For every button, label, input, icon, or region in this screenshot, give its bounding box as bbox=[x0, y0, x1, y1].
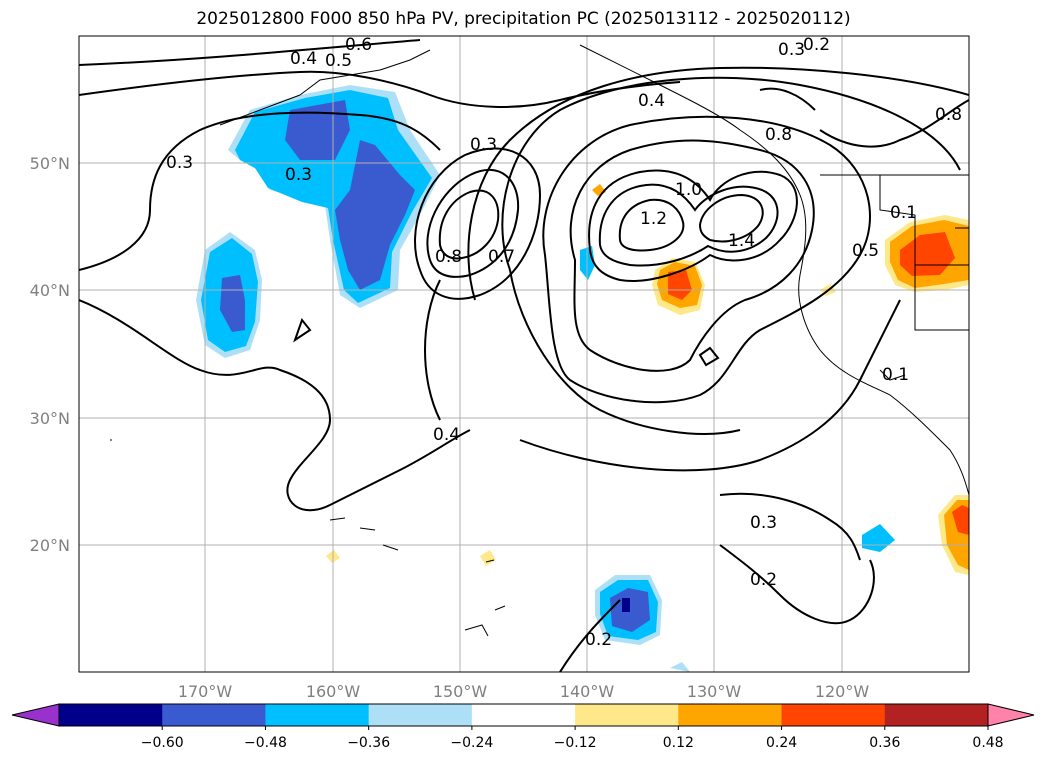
colorbar-tick-label: −0.12 bbox=[554, 735, 597, 751]
colorbar-tick-label: −0.60 bbox=[141, 735, 184, 751]
colorbar-tick-label: −0.24 bbox=[450, 735, 493, 751]
contour-labels: 0.4 0.5 0.6 0.3 0.2 0.4 0.8 0.8 0.3 0.3 … bbox=[166, 35, 962, 650]
lon-label: 120°W bbox=[815, 682, 870, 701]
contour-label: 0.5 bbox=[325, 51, 352, 71]
pv-contours bbox=[79, 39, 969, 672]
contour-label: 0.2 bbox=[750, 570, 777, 590]
contour-label: 0.4 bbox=[433, 425, 460, 445]
colorbar-tick-label: 0.24 bbox=[766, 735, 797, 751]
colorbar-cell bbox=[59, 704, 163, 726]
colorbar-frame bbox=[58, 703, 989, 727]
colorbar-tick-label: 0.12 bbox=[663, 735, 694, 751]
contour-label: 0.3 bbox=[285, 165, 312, 185]
lat-label: 50°N bbox=[30, 154, 70, 173]
contour-label: 0.2 bbox=[585, 630, 612, 650]
colorbar-cell bbox=[884, 704, 989, 726]
contour-label: 0.3 bbox=[470, 135, 497, 155]
colorbar-tick-label: −0.48 bbox=[244, 735, 287, 751]
contour-label: 1.0 bbox=[675, 180, 702, 200]
colorbar-cell bbox=[471, 704, 576, 726]
colorbar-extend-high bbox=[987, 703, 1035, 727]
map-area bbox=[79, 36, 969, 672]
contour-label: 0.1 bbox=[890, 203, 917, 223]
colorbar-extend-low bbox=[11, 703, 60, 727]
contour-label: 0.5 bbox=[852, 241, 879, 261]
contour-label: 0.4 bbox=[290, 49, 317, 69]
lon-label: 170°W bbox=[178, 682, 233, 701]
contour-label: 0.3 bbox=[166, 153, 193, 173]
contour-label: 0.6 bbox=[345, 35, 372, 55]
lon-label: 140°W bbox=[560, 682, 615, 701]
map-frame bbox=[78, 35, 970, 673]
colorbar-cell bbox=[678, 704, 783, 726]
colorbar-cell bbox=[265, 704, 370, 726]
colorbar-cell bbox=[575, 704, 679, 726]
contour-label: 0.8 bbox=[435, 247, 462, 267]
colorbar-tick-label: 0.36 bbox=[869, 735, 900, 751]
latitude-labels: 50°N 40°N 30°N 20°N bbox=[30, 154, 70, 555]
lon-label: 150°W bbox=[433, 682, 488, 701]
lon-label: 130°W bbox=[687, 682, 742, 701]
contour-label: 0.4 bbox=[638, 91, 665, 111]
contour-label: 1.4 bbox=[728, 231, 755, 251]
colorbar-cell bbox=[162, 704, 266, 726]
contour-label: 0.2 bbox=[803, 35, 830, 55]
contour-label: 0.8 bbox=[935, 105, 962, 125]
contour-label: 0.3 bbox=[778, 40, 805, 60]
contour-label: 0.8 bbox=[765, 125, 792, 145]
lat-label: 40°N bbox=[30, 281, 70, 300]
contour-label: 0.1 bbox=[882, 365, 909, 385]
colorbar-tick-label: 0.48 bbox=[972, 735, 1003, 751]
lat-label: 30°N bbox=[30, 409, 70, 428]
longitude-labels: 170°W 160°W 150°W 140°W 130°W 120°W bbox=[178, 682, 870, 701]
contour-label: 0.3 bbox=[750, 513, 777, 533]
coastlines bbox=[110, 44, 969, 637]
contour-label: 1.2 bbox=[640, 209, 667, 229]
colorbar-tick-label: −0.36 bbox=[347, 735, 390, 751]
lat-label: 20°N bbox=[30, 536, 70, 555]
contour-label: 0.7 bbox=[488, 247, 515, 267]
lon-label: 160°W bbox=[306, 682, 361, 701]
map-title: 2025012800 F000 850 hPa PV, precipitatio… bbox=[196, 9, 851, 29]
colorbar: −0.60 −0.48 −0.36 −0.24 −0.12 0.12 0.24 0.36 0.4… bbox=[11, 703, 1035, 751]
colorbar-cell bbox=[781, 704, 886, 726]
colorbar-cell bbox=[368, 704, 473, 726]
